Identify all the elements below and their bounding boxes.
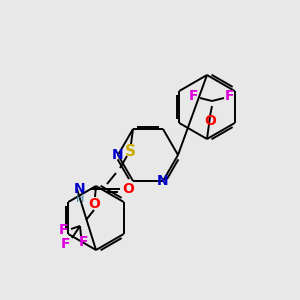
Text: N: N (112, 148, 124, 162)
Text: N: N (74, 182, 86, 196)
Text: O: O (204, 114, 216, 128)
Text: H: H (76, 194, 84, 204)
Text: F: F (59, 223, 69, 237)
Text: N: N (157, 174, 169, 188)
Text: S: S (124, 143, 136, 158)
Text: F: F (61, 237, 71, 251)
Text: O: O (122, 182, 134, 196)
Text: F: F (225, 89, 235, 103)
Text: F: F (189, 89, 199, 103)
Text: F: F (79, 235, 89, 249)
Text: O: O (88, 197, 100, 211)
